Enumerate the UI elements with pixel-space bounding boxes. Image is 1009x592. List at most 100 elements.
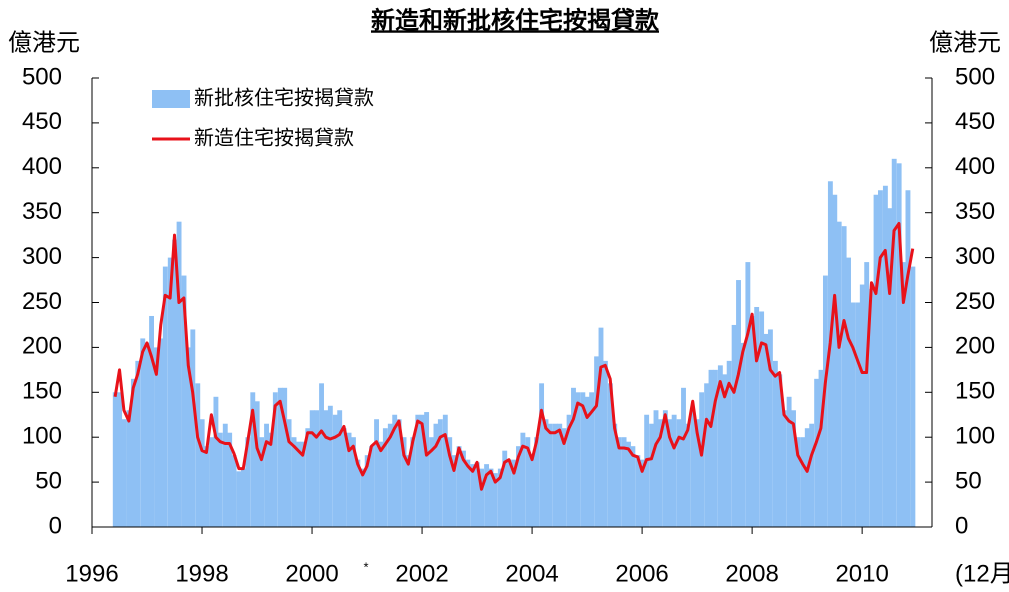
bar [213,396,219,527]
bar [295,441,301,527]
bar [740,342,746,527]
bar [451,455,457,527]
y2-tick-label: 0 [955,512,968,539]
y-axis-label: 億港元 [8,29,80,56]
bar [676,419,682,527]
bar [589,392,595,527]
bar [401,437,407,527]
bar [557,423,563,527]
bar [149,315,155,527]
bar [575,392,581,527]
bar [231,455,237,527]
bar [167,257,173,527]
x-tick-label: 2008 [725,560,778,587]
bar [337,410,343,527]
bar [442,414,448,527]
bar [781,410,787,527]
bar [685,423,691,527]
y-tick-label: 150 [22,378,62,405]
bar [126,410,132,527]
bar [759,311,765,527]
y2-tick-label: 150 [955,378,995,405]
bar [484,464,490,527]
bar [199,419,205,527]
y2-tick-label: 200 [955,333,995,360]
bar [465,459,471,527]
bar [736,280,741,527]
bar [580,392,586,527]
bar [905,190,911,527]
y2-tick-label: 500 [955,63,995,90]
x-tick-label: 2010 [835,560,888,587]
bar [859,284,865,527]
bar [571,387,576,527]
bar [172,239,178,527]
bar [406,455,411,527]
bar [717,365,723,527]
bar [795,437,801,527]
bar [474,462,480,527]
bar [639,459,645,527]
bar [195,383,201,527]
bar [121,419,127,527]
bar [364,455,370,527]
legend-swatch [152,90,190,108]
bar [217,432,223,527]
bar [240,468,246,527]
bar [286,419,292,527]
y-tick-label: 300 [22,243,62,270]
bar [497,468,503,527]
bar [534,437,540,527]
bar [745,262,751,527]
y2-tick-label: 450 [955,108,995,135]
bar [653,410,659,527]
bar [264,423,269,527]
bar [887,208,893,527]
bar [346,432,352,527]
bar [305,428,311,527]
x-tick-label: 1996 [65,560,118,587]
bar [410,437,416,527]
bar [621,437,627,527]
bar [822,275,828,527]
y2-axis-label: 億港元 [929,29,1001,56]
bar [754,306,760,527]
bar [804,428,810,527]
bar [502,450,508,527]
y-tick-label: 200 [22,333,62,360]
bar [791,410,796,527]
legend-label: 新批核住宅按揭貸款 [194,86,374,109]
bar [176,221,182,527]
bar [896,163,902,527]
bar [488,468,494,527]
bar [525,437,531,527]
bar [836,221,842,527]
bar [722,374,728,527]
bar [140,338,146,527]
bar [681,387,686,527]
bar [726,360,732,527]
x-tick-label: 2002 [395,560,448,587]
bar [818,369,824,527]
bar [547,423,553,527]
bar [598,327,604,527]
bar [351,437,356,527]
bar [731,324,737,527]
bar [332,414,338,527]
bar [594,356,600,527]
x-tick-label: 1998 [175,560,228,587]
bar [323,410,329,527]
y2-tick-label: 50 [955,467,982,494]
x-tick-label: 2006 [615,560,668,587]
bar [433,423,439,527]
bar [616,437,622,527]
bar [144,342,150,527]
bar [602,360,608,527]
bar [777,374,783,527]
bar [374,419,379,527]
bar [291,437,297,527]
bar [667,419,673,527]
bar [864,262,870,527]
bar [529,455,535,527]
y2-tick-label: 300 [955,243,995,270]
